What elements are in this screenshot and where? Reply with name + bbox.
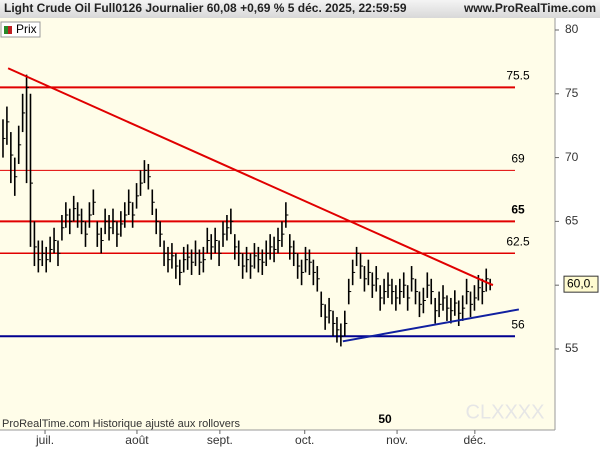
y-tick-label: 80 [565, 22, 579, 36]
y-tick-label: 75 [565, 86, 579, 100]
footer: ProRealTime.com Historique ajusté aux ro… [2, 418, 241, 430]
last-price-box [563, 275, 599, 293]
watermark: CLXXXX [466, 401, 545, 423]
level-label: 56 [511, 317, 525, 331]
legend-label: Prix [16, 22, 37, 36]
y-tick-label: 65 [565, 214, 579, 228]
level-label: 65 [511, 203, 525, 217]
trend-line [342, 308, 520, 343]
chart-title: Light Crude Oil Full0126 Journalier 60,0… [4, 1, 407, 15]
x-tick-label: sept. [207, 433, 233, 447]
level-label: 69 [511, 152, 525, 166]
site: www.ProRealTime.com [463, 1, 596, 15]
x-tick-label: août [125, 433, 149, 447]
y-tick-label: 55 [565, 341, 579, 355]
legend-swatch [8, 26, 12, 34]
header-bar [0, 0, 600, 18]
annotation: 50 [378, 412, 392, 426]
legend-swatch [4, 26, 8, 34]
x-tick-label: oct. [295, 433, 314, 447]
level-label: 62.5 [506, 234, 530, 248]
x-tick-label: nov. [386, 433, 408, 447]
level-label: 75.5 [506, 69, 530, 83]
plot-area [0, 18, 555, 430]
x-tick-label: déc. [464, 433, 487, 447]
y-tick-label: 70 [565, 150, 579, 164]
trend-line [7, 67, 494, 287]
last-price-label: 60,0. [567, 276, 594, 290]
x-tick-label: juil. [35, 433, 54, 447]
